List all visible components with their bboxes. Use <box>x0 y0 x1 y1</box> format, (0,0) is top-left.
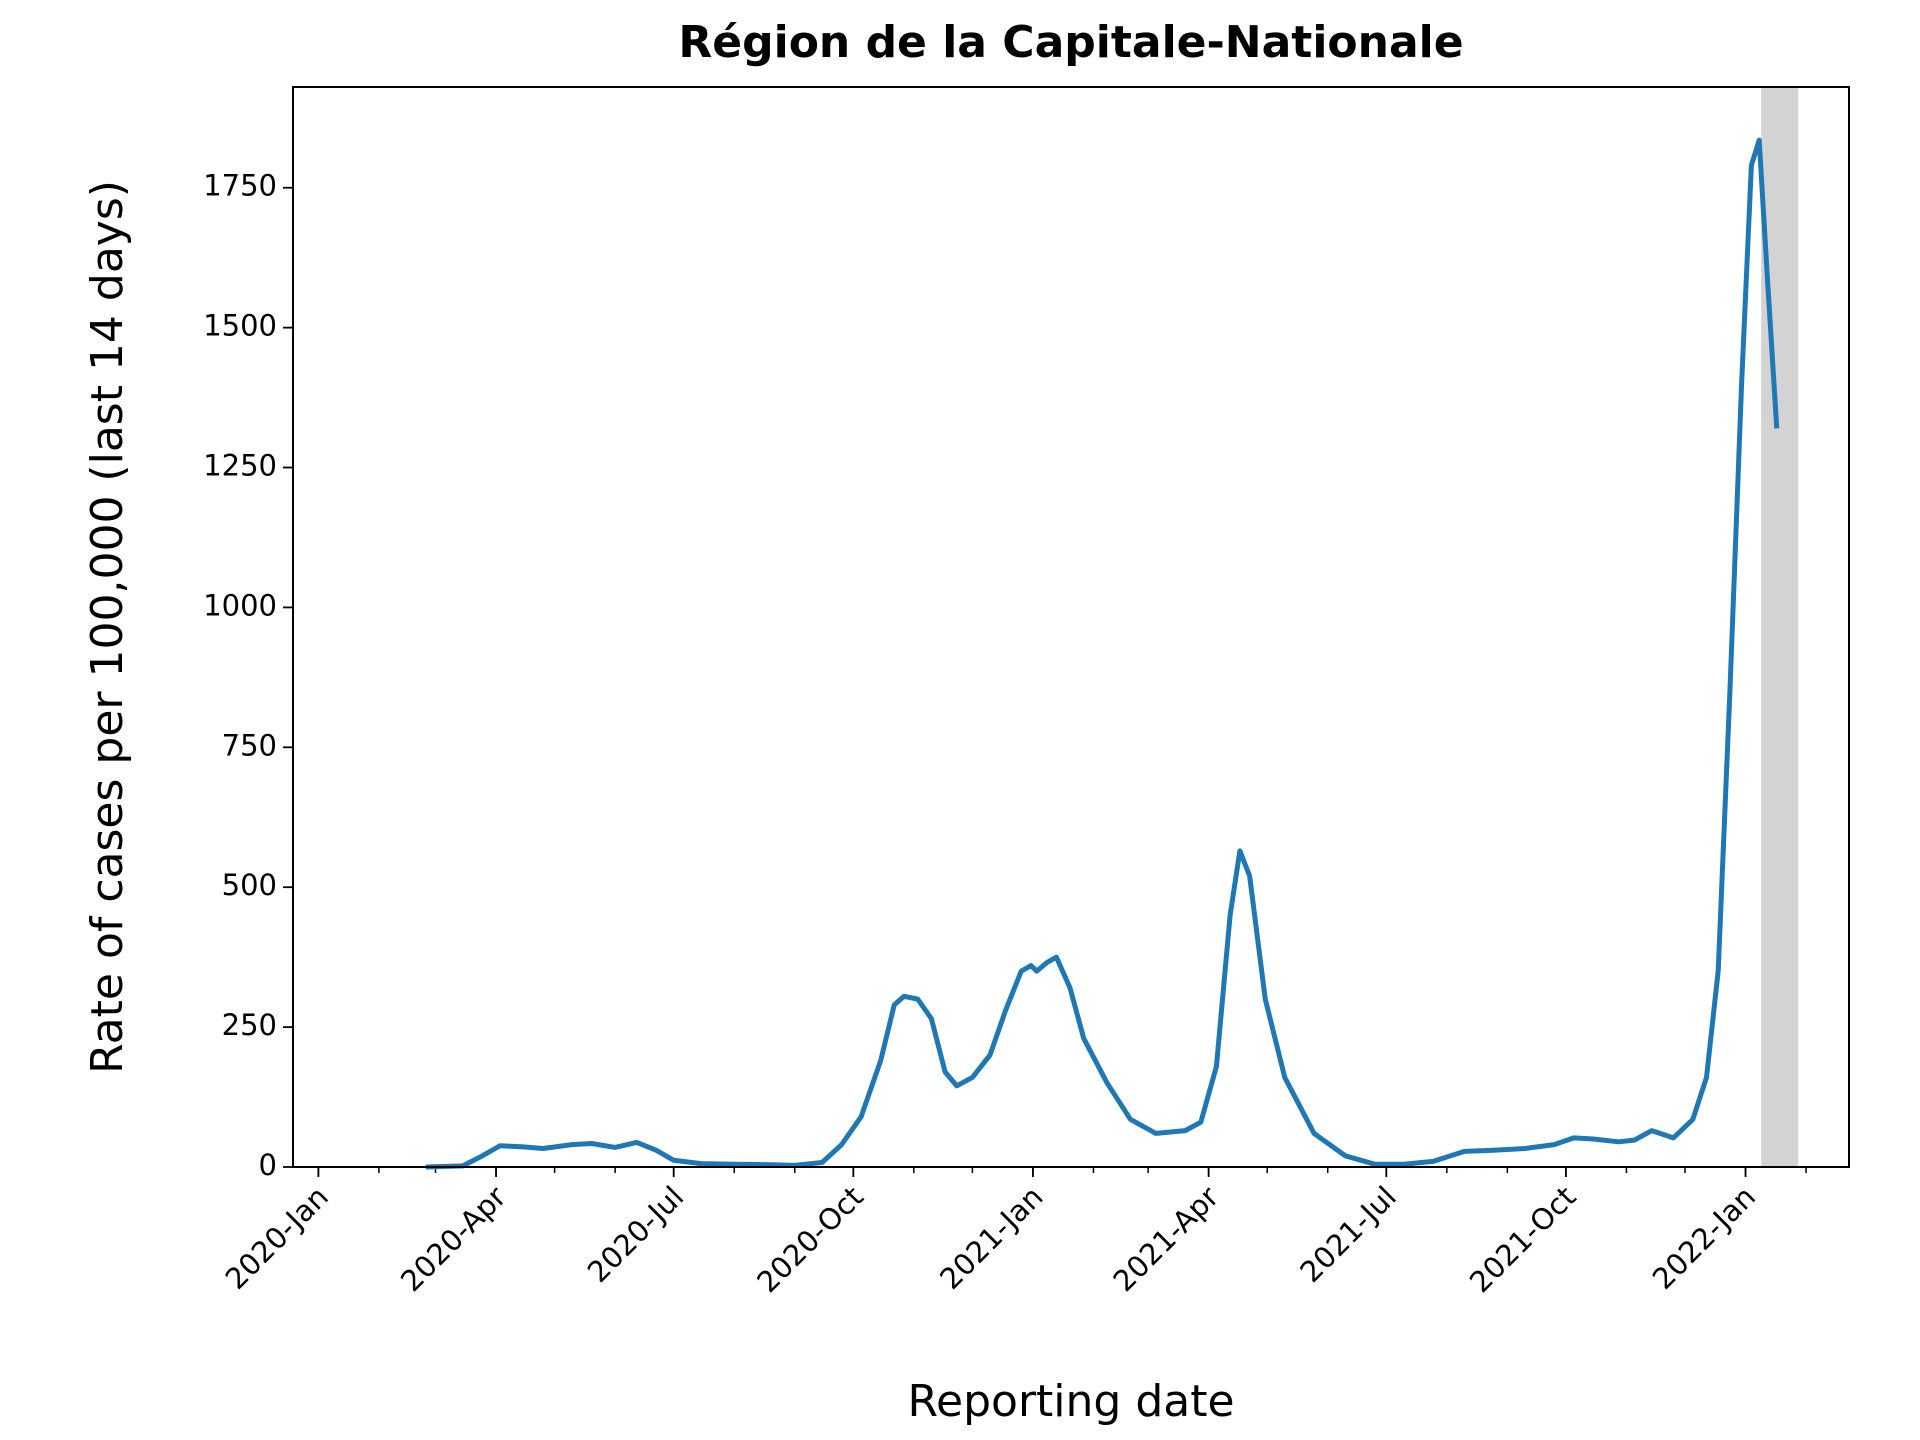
x-tick-label: 2022-Jan <box>1646 1180 1762 1296</box>
x-tick-label: 2020-Oct <box>750 1180 870 1300</box>
plot-frame <box>292 86 1850 1168</box>
y-tick-label: 1500 <box>203 309 277 343</box>
x-axis-label: Reporting date <box>907 1376 1234 1427</box>
x-tick-label: 2020-Jul <box>581 1180 691 1290</box>
x-tick-label: 2021-Apr <box>1107 1180 1226 1299</box>
chart-title: Région de la Capitale-Nationale <box>678 17 1463 68</box>
x-tick-label: 2021-Oct <box>1463 1180 1583 1300</box>
x-tick-label: 2021-Jan <box>933 1180 1049 1296</box>
y-tick-label: 250 <box>222 1008 277 1042</box>
y-tick-label: 0 <box>259 1148 277 1182</box>
y-tick-label: 500 <box>222 868 277 902</box>
y-axis-label: Rate of cases per 100,000 (last 14 days) <box>82 180 133 1074</box>
y-tick-label: 750 <box>222 728 277 762</box>
x-tick-label: 2020-Apr <box>394 1180 513 1299</box>
y-tick-label: 1250 <box>203 449 277 483</box>
data-line <box>425 137 1780 1170</box>
y-tick-label: 1000 <box>203 588 277 622</box>
y-tick-label: 1750 <box>203 169 277 203</box>
x-tick-label: 2021-Jul <box>1293 1180 1403 1290</box>
x-tick-label: 2020-Jan <box>219 1180 335 1296</box>
